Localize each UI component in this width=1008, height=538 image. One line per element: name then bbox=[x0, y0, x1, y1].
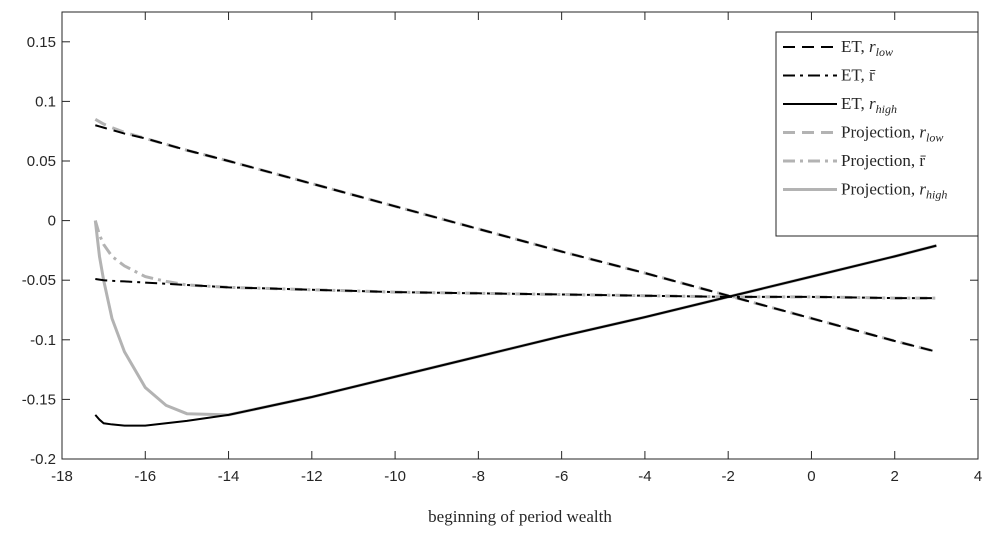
x-tick-label: 2 bbox=[891, 468, 899, 485]
series-line bbox=[94, 244, 937, 427]
x-tick-label: -18 bbox=[51, 468, 73, 485]
x-axis-label: beginning of period wealth bbox=[428, 507, 612, 526]
y-tick-label: 0 bbox=[48, 213, 56, 230]
x-tick-label: -4 bbox=[638, 468, 651, 485]
y-tick-label: -0.05 bbox=[22, 272, 56, 289]
legend-label: ET, rlow bbox=[841, 37, 893, 59]
legend-label: Projection, rlow bbox=[841, 123, 943, 145]
x-tick-label: 4 bbox=[974, 468, 982, 485]
legend-label: Projection, r̄ bbox=[841, 151, 926, 170]
x-tick-label: -2 bbox=[722, 468, 735, 485]
legend-label: Projection, rhigh bbox=[841, 180, 947, 202]
x-tick-label: -14 bbox=[218, 468, 240, 485]
series-line bbox=[95, 124, 937, 353]
x-tick-label: -10 bbox=[384, 468, 406, 485]
x-tick-label: -8 bbox=[472, 468, 485, 485]
y-tick-label: 0.15 bbox=[27, 34, 56, 51]
legend: ET, rlow ET, r̄ ET, rhigh Projection, rlow P… bbox=[775, 31, 979, 237]
y-tick-label: 0.05 bbox=[27, 153, 56, 170]
x-tick-label: -6 bbox=[555, 468, 568, 485]
x-tick-label: -12 bbox=[301, 468, 323, 485]
y-tick-label: -0.15 bbox=[22, 391, 56, 408]
y-tick-label: 0.1 bbox=[35, 93, 56, 110]
legend-label: ET, rhigh bbox=[841, 94, 897, 116]
y-tick-label: -0.1 bbox=[30, 332, 56, 349]
y-tick-label: -0.2 bbox=[30, 451, 56, 468]
x-tick-label: -16 bbox=[134, 468, 156, 485]
legend-label: ET, r̄ bbox=[841, 66, 876, 85]
x-tick-label: 0 bbox=[807, 468, 815, 485]
series-line bbox=[95, 278, 937, 300]
